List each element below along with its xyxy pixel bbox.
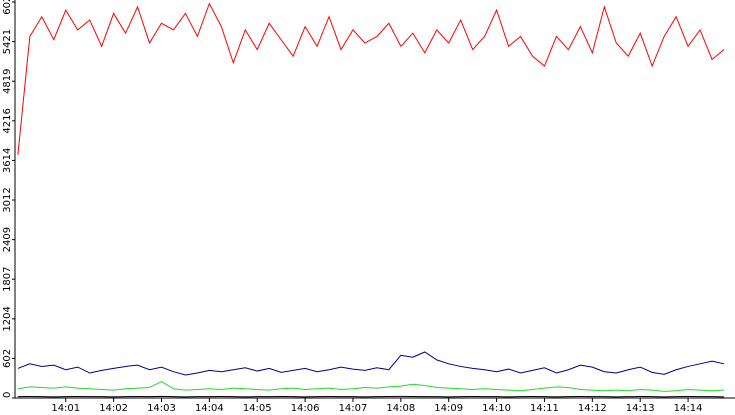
x-tick-label: 14:08	[386, 403, 415, 414]
x-tick-label: 14:09	[434, 403, 463, 414]
y-tick-label: 4216	[2, 108, 13, 133]
x-tick-label: 14:05	[243, 403, 272, 414]
y-tick-label: 3012	[2, 187, 13, 212]
x-tick-label: 14:03	[147, 403, 176, 414]
y-tick-label: 0	[2, 392, 13, 398]
y-tick-label: 602	[2, 349, 13, 368]
x-tick-label: 14:04	[195, 403, 224, 414]
series-line	[17, 2, 725, 155]
y-tick-label: 1807	[2, 266, 13, 291]
series-line	[17, 351, 725, 376]
x-tick-label: 14:01	[51, 403, 80, 414]
y-tick-label: 3614	[2, 148, 13, 173]
x-tick-label: 14:06	[291, 403, 320, 414]
x-tick-label: 14:11	[530, 403, 559, 414]
x-tick-label: 14:13	[626, 403, 655, 414]
y-tick-label: 1204	[2, 306, 13, 331]
x-tick-label: 14:14	[674, 403, 703, 414]
y-tick-label: 4819	[2, 68, 13, 93]
y-tick-label: 2409	[2, 227, 13, 252]
y-tick-label: 5421	[2, 29, 13, 54]
x-tick-label: 14:12	[578, 403, 607, 414]
x-tick-label: 14:07	[339, 403, 368, 414]
y-tick-label: 6024	[2, 0, 13, 15]
x-tick-label: 14:02	[99, 403, 128, 414]
series-line	[17, 380, 725, 392]
x-tick-label: 14:10	[482, 403, 511, 414]
